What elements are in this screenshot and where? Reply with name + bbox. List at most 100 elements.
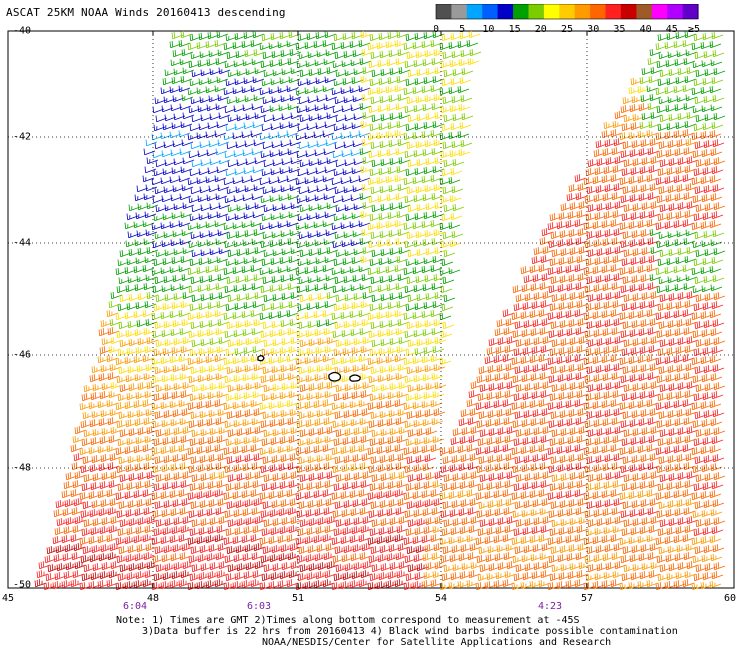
wind-barb: [406, 321, 419, 330]
wind-barb: [424, 94, 437, 103]
wind-barb: [367, 222, 380, 231]
wind-barb: [451, 185, 464, 194]
wind-barb: [558, 347, 571, 356]
wind-barb: [692, 330, 705, 339]
wind-barb: [575, 327, 588, 336]
wind-barb: [360, 255, 373, 264]
wind-barb: [548, 285, 561, 294]
wind-barb: [601, 220, 614, 229]
wind-barb: [629, 194, 642, 203]
wind-barb: [659, 294, 672, 303]
wind-barb: [567, 346, 580, 355]
wind-barb: [638, 193, 651, 202]
wind-barb: [567, 301, 580, 310]
wind-barb: [171, 301, 184, 310]
wind-barb: [592, 266, 605, 275]
wind-barb: [594, 257, 607, 266]
wind-barb: [125, 329, 138, 338]
wind-barb: [117, 348, 130, 357]
wind-barb: [288, 345, 301, 354]
wind-barb: [460, 94, 473, 103]
wind-barb: [520, 311, 533, 320]
wind-barb: [235, 320, 248, 329]
wind-barb: [675, 166, 688, 175]
wind-barb: [556, 221, 569, 230]
wind-barb: [614, 246, 627, 255]
colorbar-label: 35: [613, 24, 625, 35]
wind-barb: [684, 345, 697, 354]
wind-barb: [666, 167, 679, 176]
wind-barb: [632, 248, 645, 257]
wind-barb: [144, 345, 157, 354]
wind-barb: [713, 517, 726, 526]
wind-barb: [603, 166, 616, 175]
wind-barb: [658, 186, 671, 195]
wind-barb: [613, 273, 626, 282]
wind-barb: [704, 293, 717, 302]
wind-barb: [182, 336, 195, 345]
wind-barb: [522, 347, 535, 356]
colorbar-swatch: [620, 4, 637, 19]
wind-barb: [641, 157, 654, 166]
wind-barb: [646, 309, 659, 318]
y-tick: -44: [13, 237, 32, 249]
wind-barb: [128, 338, 141, 347]
wind-barb: [619, 312, 632, 321]
wind-barb: [558, 302, 571, 311]
wind-barb: [713, 562, 726, 571]
wind-barb: [245, 337, 258, 346]
wind-barb: [551, 339, 564, 348]
wind-barb: [146, 336, 159, 345]
wind-barb: [667, 140, 680, 149]
wind-barb: [269, 329, 282, 338]
wind-barb: [98, 328, 111, 337]
wind-barb: [650, 291, 663, 300]
wind-barb: [394, 219, 407, 228]
wind-barb: [171, 346, 184, 355]
wind-barb: [531, 256, 544, 265]
wind-barb: [530, 328, 543, 337]
wind-barb: [451, 230, 464, 239]
wind-barb: [592, 221, 605, 230]
wind-barb: [270, 347, 283, 356]
wind-barb: [452, 158, 465, 167]
wind-barb: [693, 213, 706, 222]
wind-barb: [448, 267, 461, 275]
wind-barb: [594, 167, 607, 176]
wind-barb: [574, 174, 587, 183]
wind-barb: [603, 121, 616, 130]
wind-barb: [450, 167, 463, 176]
wind-barb: [700, 221, 713, 230]
wind-barb: [674, 148, 687, 157]
wind-barb: [702, 302, 715, 311]
wind-barb: [278, 328, 291, 337]
colorbar-label: ≥50 knots: [688, 24, 700, 35]
island-outline: [328, 371, 342, 382]
wind-barb: [628, 176, 641, 185]
wind-barb: [361, 318, 374, 327]
wind-barb: [540, 300, 553, 309]
colorbar-label: 40: [640, 24, 652, 35]
wind-barb: [700, 131, 713, 140]
wind-barb: [628, 131, 641, 140]
wind-barb: [360, 210, 373, 219]
wind-barb: [106, 354, 119, 363]
wind-barb: [623, 204, 636, 213]
colorbar-swatch: [543, 4, 560, 19]
wind-barb: [317, 337, 330, 346]
wind-barb: [583, 267, 596, 276]
wind-barb: [205, 310, 218, 319]
wind-barb: [703, 320, 716, 329]
wind-barb: [703, 185, 716, 194]
wind-barb: [415, 320, 428, 329]
wind-barb: [396, 345, 409, 354]
wind-barb: [630, 302, 643, 311]
wind-barb: [641, 202, 654, 211]
wind-barb: [593, 149, 606, 158]
wind-barb: [610, 174, 623, 183]
wind-barb: [641, 247, 654, 256]
wind-barb: [143, 327, 156, 336]
wind-barb: [449, 104, 462, 113]
wind-barb: [638, 148, 651, 157]
wind-barb: [151, 357, 164, 366]
